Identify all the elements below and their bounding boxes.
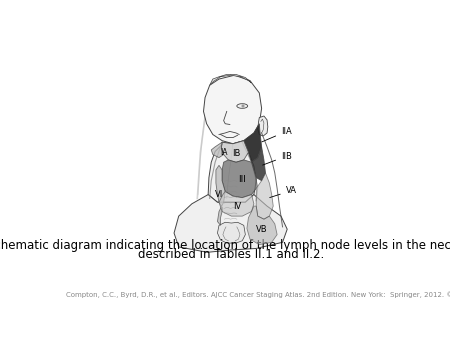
Text: IA: IA — [220, 148, 228, 157]
Polygon shape — [247, 206, 277, 245]
Text: IIA: IIA — [262, 127, 292, 142]
Text: described in Tables II.1 and II.2.: described in Tables II.1 and II.2. — [138, 248, 324, 262]
Polygon shape — [174, 195, 287, 252]
Polygon shape — [221, 141, 248, 162]
Polygon shape — [258, 116, 268, 136]
Polygon shape — [216, 165, 225, 225]
Ellipse shape — [242, 104, 245, 107]
Polygon shape — [211, 142, 224, 158]
Polygon shape — [256, 173, 273, 219]
Text: Compton, C.C., Byrd, D.R., et al., Editors. AJCC Cancer Staging Atlas. 2nd Editi: Compton, C.C., Byrd, D.R., et al., Edito… — [66, 291, 450, 298]
Polygon shape — [219, 192, 254, 216]
Ellipse shape — [237, 104, 248, 108]
Text: III: III — [238, 175, 246, 184]
Polygon shape — [222, 160, 256, 198]
Text: VA: VA — [270, 186, 297, 198]
Polygon shape — [210, 74, 252, 85]
Text: VI: VI — [215, 190, 223, 199]
Polygon shape — [203, 75, 261, 144]
Polygon shape — [208, 141, 256, 202]
Text: Schematic diagram indicating the location of the lymph node levels in the neck a: Schematic diagram indicating the locatio… — [0, 239, 450, 252]
Text: VB: VB — [256, 225, 267, 234]
Polygon shape — [244, 124, 261, 162]
Polygon shape — [217, 222, 245, 243]
Text: IIB: IIB — [263, 151, 292, 165]
Text: IB: IB — [232, 149, 240, 158]
Text: IV: IV — [234, 201, 242, 211]
Polygon shape — [252, 147, 266, 181]
